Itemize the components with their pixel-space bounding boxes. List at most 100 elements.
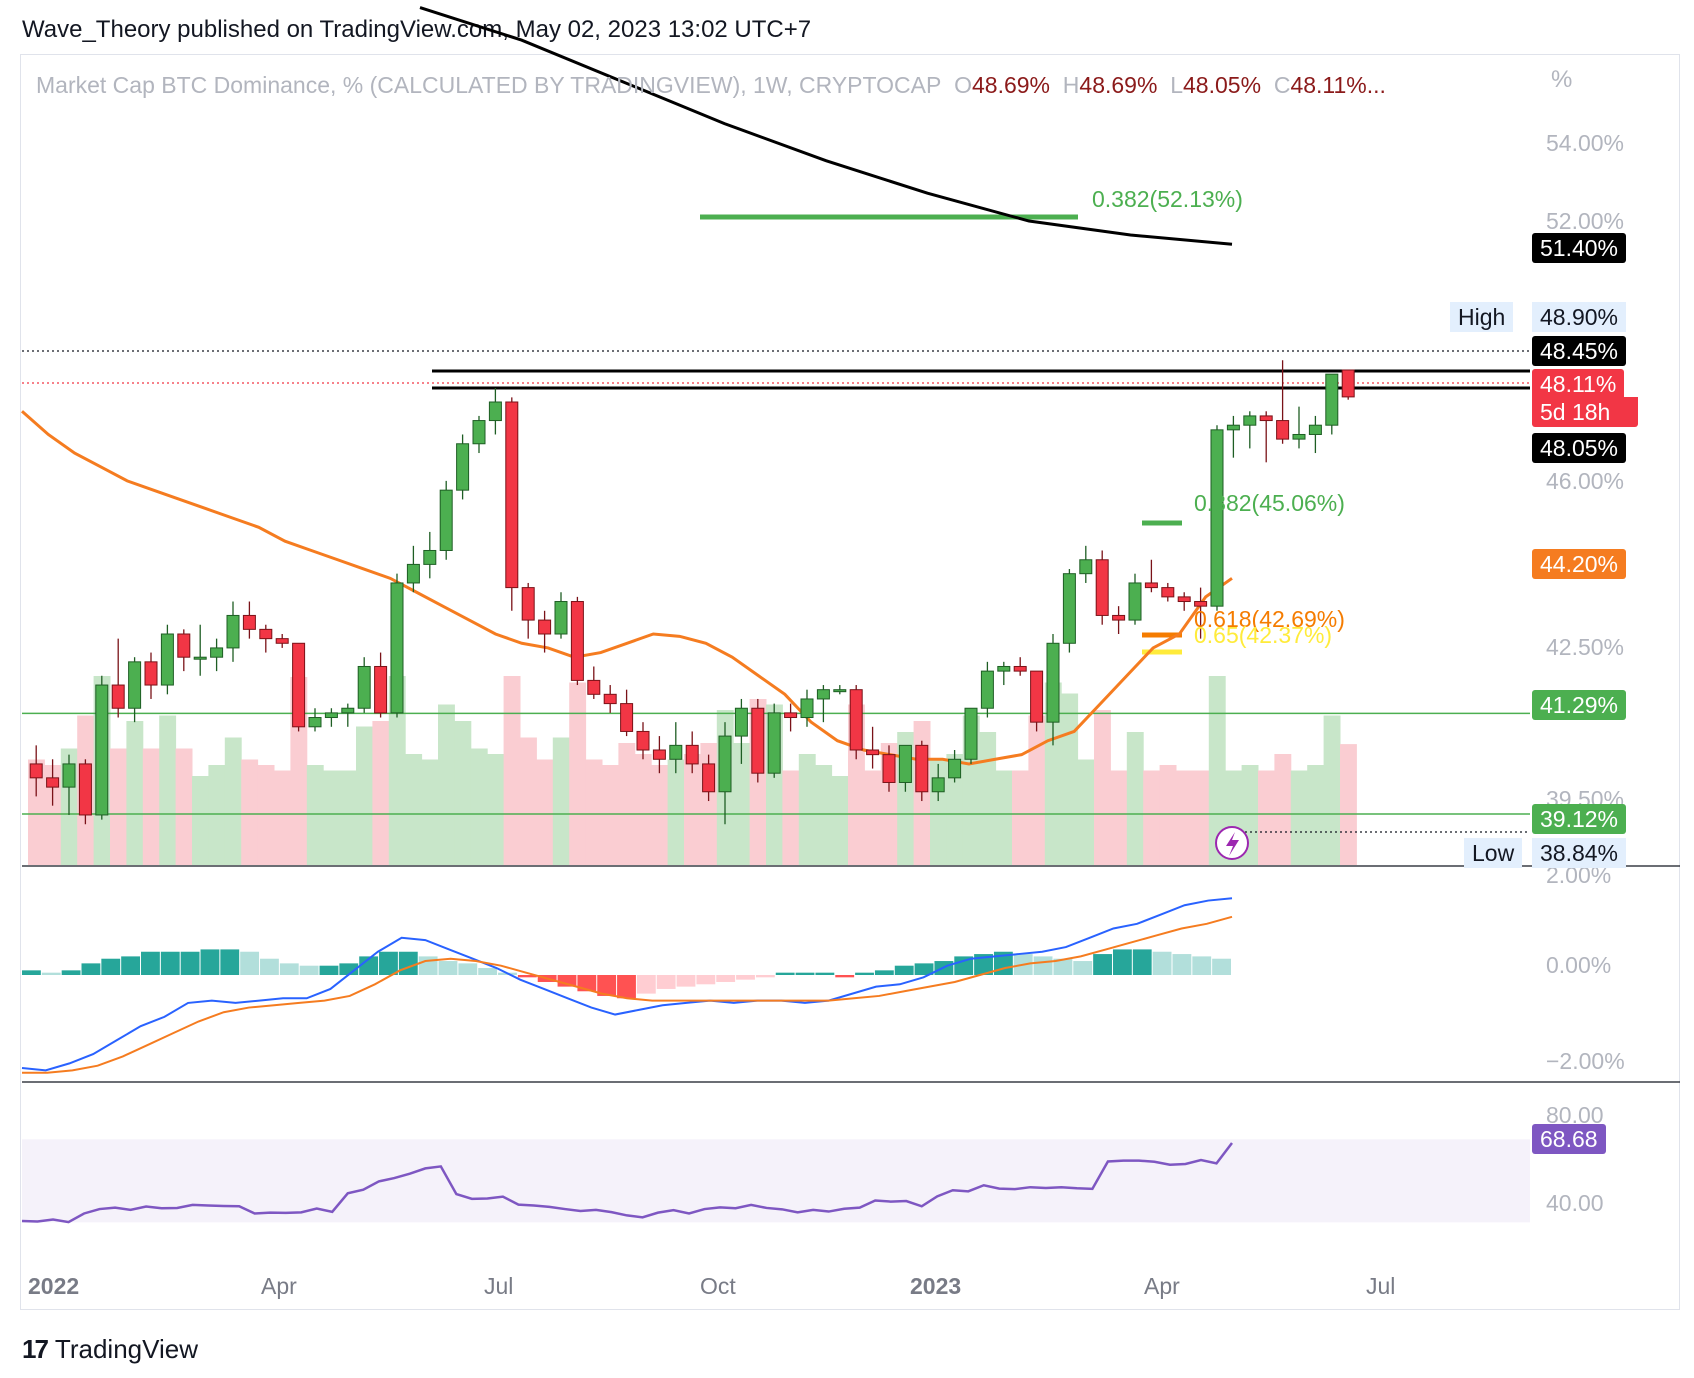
ma50-tag: 44.20%: [1532, 549, 1627, 579]
candle-body-53: [898, 744, 912, 783]
candle-body-49: [833, 689, 847, 693]
volume-area-79: [1323, 715, 1341, 865]
macd-hist-42: [855, 972, 874, 975]
volume-area-68: [1143, 770, 1161, 865]
price-tick-46: 46.00%: [1546, 468, 1625, 494]
macd-hist-54: [1093, 954, 1112, 975]
candle-body-7: [144, 661, 158, 686]
ma50-line: [21, 410, 1233, 766]
macd-hist-29: [597, 975, 617, 996]
macd-hist-31: [636, 975, 656, 994]
candle-body-12: [226, 614, 240, 649]
volume-area-49: [831, 776, 849, 865]
macd-hist-55: [1112, 949, 1132, 975]
macd-hist-48: [974, 954, 993, 975]
fib-gold2-label: 0.65(42.37%): [1194, 622, 1333, 648]
candle-body-3: [78, 763, 92, 816]
candle-body-43: [734, 707, 748, 737]
candle-body-56: [948, 758, 962, 779]
time-tick-2022: 2022: [28, 1273, 80, 1299]
candle-body-78: [1308, 424, 1322, 435]
macd-hist-19: [398, 951, 418, 975]
volume-area-15: [274, 770, 291, 865]
candle-body-1: [46, 777, 60, 788]
volume-area-48: [815, 765, 833, 865]
prev-high-tag: 48.45%: [1532, 336, 1627, 366]
macd-hist-12: [260, 958, 279, 975]
candle-body-51: [866, 749, 880, 756]
candle-body-52: [882, 754, 896, 783]
candle-body-0: [29, 763, 43, 779]
macd-hist-2: [61, 970, 81, 975]
legend-high: 48.69%: [1079, 72, 1158, 98]
macd-hist-39: [795, 972, 815, 975]
chart-frame[interactable]: [20, 54, 1680, 1310]
brand-name: TradingView: [54, 1334, 198, 1364]
candle-body-26: [456, 443, 470, 491]
volume-area-36: [618, 743, 636, 865]
candle-body-38: [652, 749, 666, 760]
ma200-tag: 51.40%: [1532, 233, 1627, 263]
candle-body-77: [1292, 433, 1306, 440]
volume-area-23: [405, 754, 423, 865]
candle-body-14: [259, 628, 273, 640]
tradingview-brand[interactable]: 17 TradingView: [22, 1334, 198, 1365]
macd-hist-22: [458, 963, 478, 975]
volume-area-20: [356, 726, 373, 865]
candle-body-6: [128, 661, 142, 709]
volume-area-69: [1159, 765, 1177, 865]
candle-body-76: [1276, 420, 1290, 440]
legend-symbol: Market Cap BTC Dominance, % (CALCULATED …: [36, 72, 942, 98]
candle-body-30: [521, 587, 535, 621]
volume-area-34: [585, 759, 603, 865]
macd-hist-57: [1152, 951, 1172, 975]
symbol-legend: Market Cap BTC Dominance, % (CALCULATED …: [36, 72, 1386, 99]
volume-area-0: [28, 759, 45, 865]
macd-hist-34: [696, 975, 716, 985]
macd-hist-17: [359, 956, 379, 975]
volume-area-70: [1176, 770, 1193, 865]
candle-body-75: [1259, 415, 1273, 422]
candle-body-47: [800, 698, 814, 719]
macd-hist-47: [954, 956, 974, 975]
volume-area-75: [1258, 770, 1275, 865]
macd-hist-25: [517, 975, 537, 978]
volume-area-65: [1094, 710, 1111, 865]
fib-upper-label: 0.382(52.13%): [1092, 186, 1243, 212]
rsi-tag: 68.68: [1532, 1124, 1606, 1154]
candle-body-20: [357, 665, 371, 709]
macd-hist-44: [894, 965, 914, 975]
volume-area-17: [306, 765, 324, 865]
support2-tag: 39.12%: [1532, 804, 1627, 834]
volume-area-6: [126, 721, 144, 865]
candle-body-60: [1013, 665, 1027, 672]
volume-area-14: [257, 765, 275, 865]
volume-area-39: [667, 759, 685, 865]
macd-hist-11: [240, 951, 260, 975]
candle-body-48: [816, 689, 830, 700]
macd-hist-30: [617, 975, 636, 999]
time-tick-jul-2022: Jul: [484, 1273, 514, 1299]
candle-body-33: [570, 601, 584, 681]
volume-area-10: [192, 776, 209, 865]
macd-hist-4: [101, 958, 121, 975]
candle-body-40: [685, 744, 699, 765]
volume-area-47: [798, 754, 816, 865]
candle-body-34: [587, 679, 601, 695]
price-tick-54: 54.00%: [1546, 130, 1625, 156]
legend-close: 48.11%...: [1290, 72, 1386, 98]
candle-body-25: [439, 489, 453, 551]
candle-body-17: [308, 717, 322, 728]
candle-body-21: [374, 665, 388, 714]
volume-area-77: [1290, 770, 1308, 865]
candle-body-10: [193, 656, 207, 660]
macd-hist-14: [299, 965, 319, 975]
candle-body-23: [406, 563, 420, 584]
macd-hist-16: [339, 963, 359, 975]
volume-area-31: [536, 759, 554, 865]
macd-hist-10: [220, 949, 240, 975]
volume-area-13: [241, 759, 259, 865]
volume-area-35: [602, 765, 619, 865]
candle-body-69: [1161, 587, 1175, 598]
